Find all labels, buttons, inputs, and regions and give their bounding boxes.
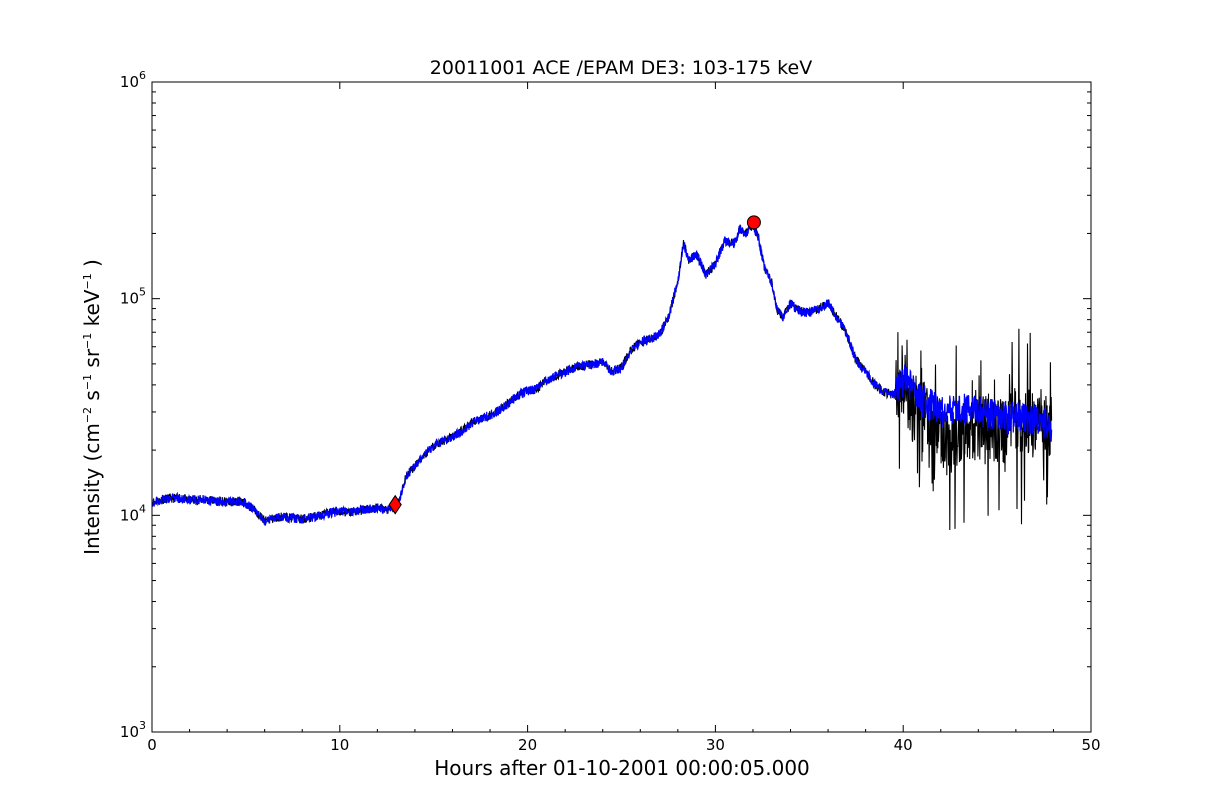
peak-marker [746,215,761,230]
series-line-1 [152,220,1053,526]
y-tick-label: 105 [120,286,146,308]
x-tick-label: 30 [706,736,725,754]
x-tick-label: 20 [518,736,537,754]
y-tick-label: 104 [120,502,146,524]
series-line-0 [152,220,1053,531]
chart-title: 20011001 ACE /EPAM DE3: 103-175 keV [430,57,812,79]
x-tick-label: 0 [147,736,157,754]
y-tick-label: 103 [120,719,146,741]
x-axis-label: Hours after 01-10-2001 00:00:05.000 [434,756,810,780]
plot-frame [151,81,1092,733]
x-tick-label: 50 [1081,736,1100,754]
y-axis-label: Intensity (cm−2 s−1 sr−1 keV−1 ) [80,259,104,555]
y-tick-label: 106 [120,69,146,91]
onset-marker [388,494,402,515]
x-tick-label: 10 [330,736,349,754]
x-tick-label: 40 [894,736,913,754]
